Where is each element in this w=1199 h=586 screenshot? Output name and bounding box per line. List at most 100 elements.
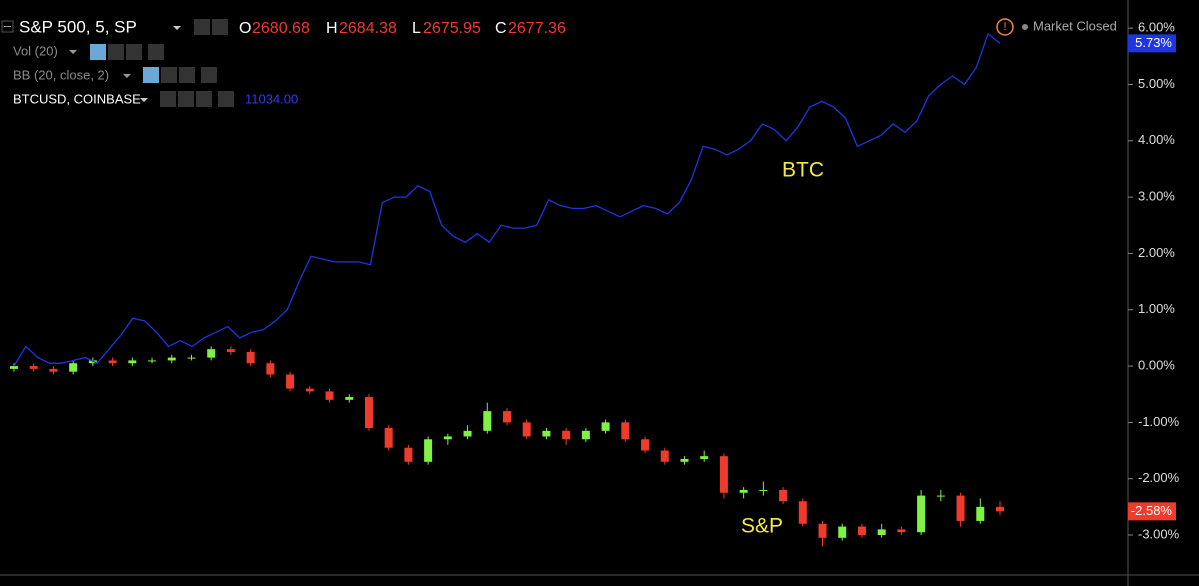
- last-value-label: -2.58%: [1131, 503, 1173, 518]
- open-label: O: [239, 20, 251, 37]
- candle-body: [207, 349, 216, 358]
- dropdown[interactable]: [140, 98, 148, 102]
- open-value: 2680.68: [252, 20, 310, 37]
- candle-body: [700, 456, 709, 459]
- status-icon[interactable]: [996, 18, 1014, 36]
- dropdown[interactable]: [173, 26, 181, 30]
- candle-body: [167, 357, 176, 361]
- candle-body: [108, 360, 117, 364]
- last-value-box: [1128, 34, 1176, 53]
- icon[interactable]: [194, 19, 210, 35]
- y-tick-label: -2.00%: [1138, 470, 1180, 485]
- low-value: 2675.95: [423, 20, 481, 37]
- candle-body: [424, 439, 433, 462]
- y-tick-label: 4.00%: [1138, 132, 1175, 147]
- annotation: BTC: [782, 159, 824, 182]
- y-tick-label: 5.00%: [1138, 76, 1175, 91]
- y-tick-label: 3.00%: [1138, 189, 1175, 204]
- collapse-icon[interactable]: [1, 20, 14, 33]
- y-tick-label: 6.00%: [1138, 20, 1175, 35]
- icon[interactable]: [201, 67, 217, 83]
- candle-body: [10, 366, 18, 369]
- candle-body: [148, 360, 157, 362]
- candle-body: [404, 447, 413, 462]
- icon[interactable]: [160, 91, 176, 107]
- candle-body: [187, 357, 196, 359]
- candle-body: [128, 360, 137, 364]
- candle-body: [562, 430, 571, 440]
- compare-line: [13, 32, 1001, 367]
- candle-body: [542, 430, 551, 437]
- low-label: L: [412, 20, 421, 37]
- candle-body: [581, 430, 590, 440]
- candle-body: [384, 428, 393, 448]
- close-value: 2677.36: [508, 20, 566, 37]
- candle-body: [838, 526, 847, 538]
- bb-label[interactable]: BB (20, close, 2): [13, 67, 109, 82]
- candle-body: [779, 489, 788, 502]
- candle-body: [305, 388, 314, 392]
- icon[interactable]: [218, 91, 234, 107]
- icon[interactable]: [143, 67, 159, 83]
- y-tick-label: -3.00%: [1138, 526, 1180, 541]
- candle-body: [246, 351, 255, 364]
- candle-body: [996, 506, 1004, 512]
- candle-body: [641, 439, 650, 451]
- status-dot: [1022, 24, 1028, 30]
- candle-body: [917, 495, 926, 533]
- dropdown[interactable]: [123, 74, 131, 78]
- annotation: S&P: [741, 515, 783, 538]
- icon[interactable]: [108, 44, 124, 60]
- market-status: Market Closed: [1033, 18, 1117, 33]
- candle-body: [503, 411, 511, 423]
- y-tick-label: 0.00%: [1138, 358, 1175, 373]
- candle-body: [364, 397, 373, 429]
- candle-body: [818, 523, 827, 538]
- candle-body: [345, 397, 354, 400]
- high-label: H: [326, 20, 338, 37]
- candle-body: [325, 391, 334, 400]
- candle-body: [759, 489, 768, 491]
- candle-body: [69, 363, 78, 372]
- candle-body: [976, 506, 985, 521]
- icon[interactable]: [196, 91, 212, 107]
- candle-body: [660, 450, 669, 462]
- candle-body: [226, 349, 235, 352]
- icon[interactable]: [126, 44, 142, 60]
- candle-body: [29, 366, 38, 369]
- symbol[interactable]: S&P 500, 5, SP: [19, 17, 137, 36]
- y-tick-label: -1.00%: [1138, 414, 1180, 429]
- icon[interactable]: [212, 19, 228, 35]
- candle-body: [798, 501, 807, 524]
- y-tick-label: 2.00%: [1138, 245, 1175, 260]
- last-value-label: 5.73%: [1135, 35, 1172, 50]
- candle-body: [936, 495, 945, 497]
- vol-label[interactable]: Vol (20): [13, 43, 58, 58]
- candle-body: [443, 436, 452, 440]
- icon[interactable]: [178, 91, 194, 107]
- dropdown[interactable]: [69, 50, 77, 54]
- status-icon: !: [1003, 21, 1006, 33]
- candle-body: [463, 430, 472, 437]
- candle-body: [739, 489, 748, 493]
- candle-body: [49, 368, 58, 372]
- close-label: C: [495, 20, 507, 37]
- candle-body: [621, 422, 630, 440]
- candle-body: [719, 456, 728, 493]
- icon[interactable]: [90, 44, 106, 60]
- icon[interactable]: [179, 67, 195, 83]
- candle-body: [680, 458, 689, 462]
- candle-body: [897, 529, 906, 533]
- candle-body: [956, 495, 965, 521]
- icon[interactable]: [148, 44, 164, 60]
- compare-value: 11034.00: [245, 91, 298, 106]
- candle-body: [286, 374, 295, 389]
- compare-label[interactable]: BTCUSD, COINBASE: [13, 91, 141, 106]
- high-value: 2684.38: [339, 20, 397, 37]
- candle-body: [522, 422, 531, 437]
- candle-body: [857, 526, 866, 536]
- icon[interactable]: [161, 67, 177, 83]
- header: S&P 500, 5, SP O 2680.68 H 2684.38 L 267…: [1, 17, 1117, 107]
